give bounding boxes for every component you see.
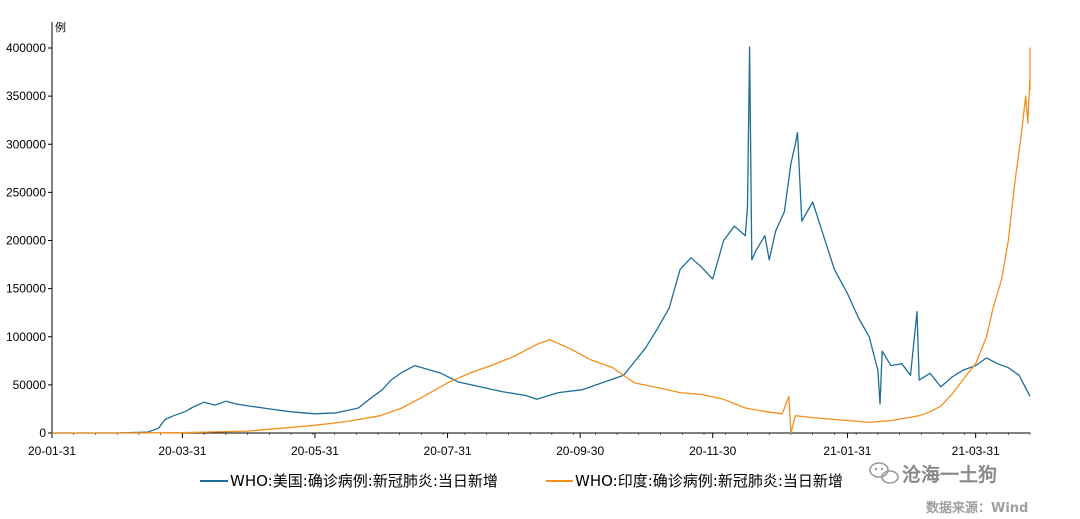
series-line bbox=[52, 47, 1031, 434]
data-source: 数据来源：Wind bbox=[926, 500, 1028, 516]
legend-label-us: WHO:美国:确诊病例:新冠肺炎:当日新增 bbox=[230, 472, 498, 490]
series-india bbox=[51, 47, 1031, 434]
watermark: 沧海一土狗 bbox=[869, 462, 997, 486]
y-tick-label: 150000 bbox=[6, 282, 46, 296]
x-axis: 20-01-31 20-03-31 20-05-31 20-07-31 20-09-30… bbox=[28, 432, 1031, 458]
x-tick-label: 20-09-30 bbox=[556, 444, 604, 458]
x-tick-label: 20-01-31 bbox=[28, 444, 76, 458]
y-tick-label: 350000 bbox=[6, 89, 46, 103]
x-tick-label: 21-01-31 bbox=[823, 444, 871, 458]
x-tick-label: 20-05-31 bbox=[291, 444, 339, 458]
series-line bbox=[52, 46, 1031, 434]
y-tick-label: 250000 bbox=[6, 185, 46, 199]
x-tick-label: 20-11-30 bbox=[689, 444, 736, 458]
y-unit-label: 例 bbox=[55, 20, 66, 34]
x-tick-label: 20-03-31 bbox=[158, 444, 206, 458]
y-tick-label: 300000 bbox=[6, 137, 46, 151]
watermark-text: 沧海一土狗 bbox=[902, 463, 997, 486]
y-tick-label: 0 bbox=[39, 426, 46, 440]
y-tick-label: 100000 bbox=[6, 330, 46, 344]
series-layer bbox=[51, 46, 1031, 434]
y-tick-label: 200000 bbox=[6, 234, 46, 248]
wechat-icon bbox=[869, 462, 899, 484]
y-tick-label: 50000 bbox=[13, 378, 47, 392]
legend-item-india[interactable]: WHO:印度:确诊病例:新冠肺炎:当日新增 bbox=[546, 472, 843, 490]
legend: WHO:美国:确诊病例:新冠肺炎:当日新增 WHO:印度:确诊病例:新冠肺炎:当… bbox=[200, 472, 843, 490]
y-axis: 0 50000 100000 150000 200000 250000 300000 3500… bbox=[6, 22, 53, 440]
legend-label-india: WHO:印度:确诊病例:新冠肺炎:当日新增 bbox=[575, 472, 843, 490]
y-tick-label: 400000 bbox=[6, 41, 46, 55]
x-tick-label: 21-03-31 bbox=[952, 444, 1000, 458]
x-tick-label: 20-07-31 bbox=[424, 444, 472, 458]
legend-item-us[interactable]: WHO:美国:确诊病例:新冠肺炎:当日新增 bbox=[200, 472, 498, 490]
series-us bbox=[51, 46, 1031, 434]
